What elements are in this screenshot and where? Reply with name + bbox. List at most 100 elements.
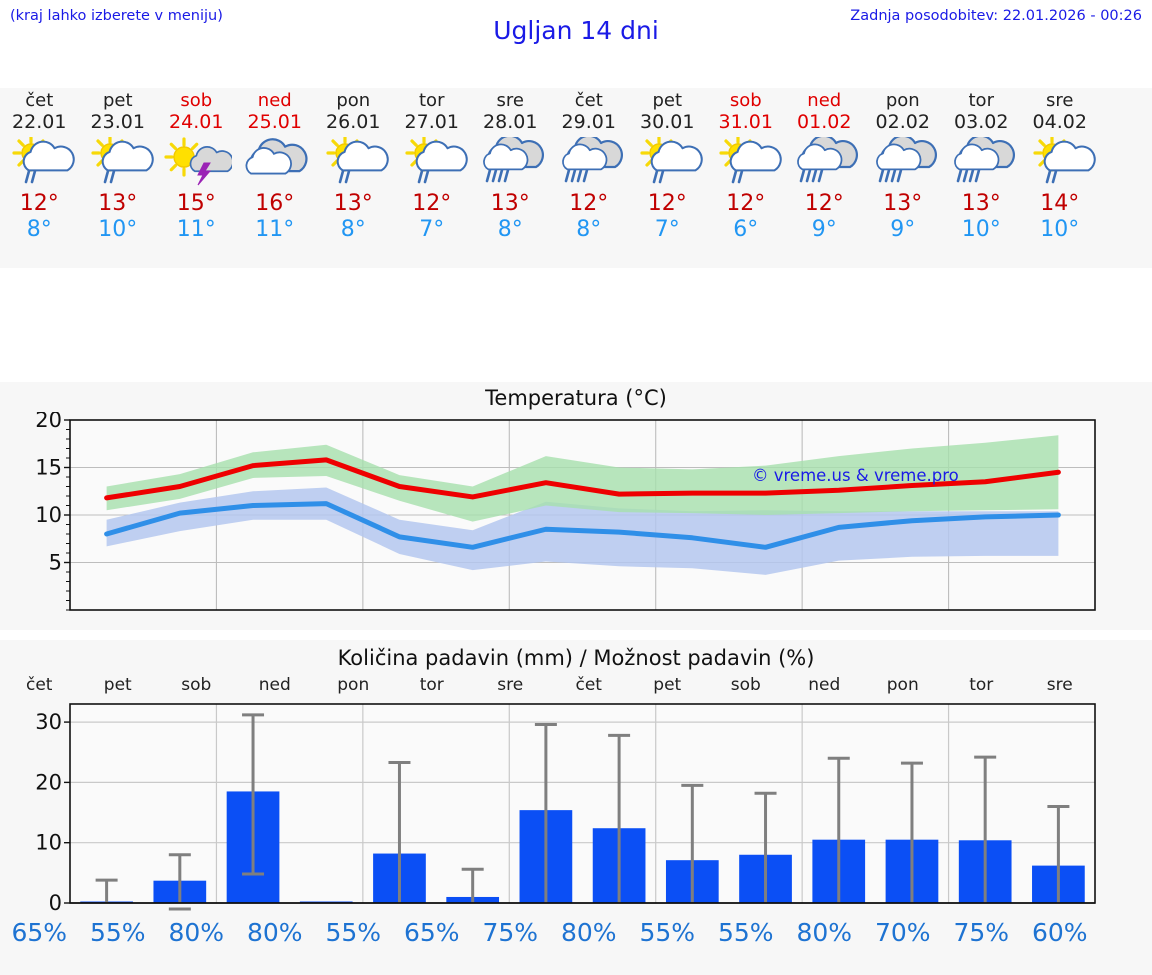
svg-text:10: 10 [35, 503, 62, 527]
precipitation-probability-label: 65% [11, 918, 68, 947]
day-max-temperature: 14° [1040, 191, 1080, 216]
precipitation-day-label: sob [730, 675, 761, 695]
precipitation-day-label: sob [181, 675, 212, 695]
precipitation-day-label: pon [337, 675, 370, 695]
day-min-temperature: 10° [98, 217, 138, 242]
day-max-temperature: 12° [19, 191, 59, 216]
temperature-chart-title: Temperatura (°C) [485, 386, 667, 410]
day-of-week-label: čet [25, 90, 54, 111]
sun-cloud-rain-icon [1024, 137, 1096, 189]
forecast-day-column: pon 26.01 13° 8° [314, 88, 393, 268]
forecast-day-column: ned 01.02 12° 9° [785, 88, 864, 268]
day-of-week-label: pet [102, 90, 133, 111]
precipitation-probability-label: 55% [639, 918, 696, 947]
watermark-text: © vreme.us & vreme.pro [752, 466, 959, 485]
forecast-day-column: pet 30.01 12° 7° [628, 88, 707, 268]
precipitation-day-label: sre [497, 675, 524, 695]
precipitation-plot: 0 10 20 30 [0, 698, 1152, 918]
precipitation-probability-label: 80% [246, 918, 303, 947]
day-date-label: 01.02 [797, 111, 852, 133]
precipitation-chart-title: Količina padavin (mm) / Možnost padavin … [337, 646, 815, 670]
day-date-label: 25.01 [247, 111, 302, 133]
precipitation-probability-label: 75% [953, 918, 1010, 947]
sun-cloud-rain-icon [82, 137, 154, 189]
day-date-label: 04.02 [1032, 111, 1087, 133]
forecast-day-column: tor 27.01 12° 7° [393, 88, 472, 268]
precipitation-day-label: sre [1046, 675, 1073, 695]
day-date-label: 02.02 [875, 111, 930, 133]
sun-cloud-rain-icon [631, 137, 703, 189]
last-update-text: Zadnja posodobitev: 22.01.2026 - 00:26 [850, 8, 1142, 24]
precipitation-probability-label: 70% [874, 918, 931, 947]
cloud-rain-icon [867, 137, 939, 189]
day-min-temperature: 10° [1040, 217, 1080, 242]
day-min-temperature: 8° [26, 217, 52, 242]
day-date-label: 28.01 [483, 111, 538, 133]
day-date-label: 03.02 [954, 111, 1009, 133]
precipitation-day-label: ned [258, 675, 291, 695]
day-of-week-label: pon [336, 90, 371, 111]
cloud-rain-icon [945, 137, 1017, 189]
precipitation-probability-label: 60% [1031, 918, 1088, 947]
sun-cloud-rain-icon [317, 137, 389, 189]
forecast-day-column: pet 23.01 13° 10° [79, 88, 158, 268]
precipitation-probability-label: 80% [796, 918, 853, 947]
day-max-temperature: 12° [804, 191, 844, 216]
page-header: (kraj lahko izberete v meniju) Ugljan 14… [0, 0, 1152, 56]
precipitation-day-label: čet [575, 675, 602, 695]
day-min-temperature: 11° [255, 217, 295, 242]
day-of-week-label: pet [652, 90, 683, 111]
day-max-temperature: 13° [490, 191, 530, 216]
day-max-temperature: 13° [98, 191, 138, 216]
precipitation-probability-label: 80% [168, 918, 225, 947]
day-of-week-label: sre [1046, 90, 1074, 111]
forecast-day-column: sre 04.02 14° 10° [1021, 88, 1100, 268]
day-date-label: 26.01 [326, 111, 381, 133]
forecast-day-column: čet 22.01 12° 8° [0, 88, 79, 268]
sun-cloud-rain-icon [710, 137, 782, 189]
day-min-temperature: 11° [176, 217, 216, 242]
day-min-temperature: 6° [733, 217, 759, 242]
day-max-temperature: 12° [569, 191, 609, 216]
day-min-temperature: 7° [419, 217, 445, 242]
precipitation-probability-label: 55% [325, 918, 382, 947]
day-min-temperature: 9° [890, 217, 916, 242]
forecast-day-column: ned 25.01 16° 11° [236, 88, 315, 268]
temperature-chart-panel: Temperatura (°C) 5 10 15 20 [0, 382, 1152, 630]
temperature-plot: 5 10 15 20 [0, 412, 1152, 630]
day-of-week-label: ned [807, 90, 842, 111]
precipitation-chart-panel: Količina padavin (mm) / Možnost padavin … [0, 640, 1152, 975]
precipitation-day-label: pet [103, 675, 132, 695]
day-max-temperature: 13° [333, 191, 373, 216]
precipitation-day-label: pon [886, 675, 919, 695]
sun-cloud-rain-icon [396, 137, 468, 189]
day-max-temperature: 12° [412, 191, 452, 216]
day-max-temperature: 16° [255, 191, 295, 216]
precipitation-day-label: pet [653, 675, 682, 695]
precipitation-day-labels: čet pet sob ned pon tor sre čet pet sob ned pon tor s… [0, 675, 1152, 699]
sun-cloud-rain-icon [3, 137, 75, 189]
day-max-temperature: 13° [961, 191, 1001, 216]
forecast-day-column: pon 02.02 13° 9° [864, 88, 943, 268]
day-date-label: 29.01 [561, 111, 616, 133]
precipitation-probability-label: 55% [717, 918, 774, 947]
precipitation-probability-label: 65% [403, 918, 460, 947]
day-of-week-label: ned [257, 90, 292, 111]
day-min-temperature: 8° [576, 217, 602, 242]
cloud-rain-icon [788, 137, 860, 189]
svg-text:20: 20 [35, 770, 62, 794]
cloud-rain-icon [553, 137, 625, 189]
forecast-day-column: čet 29.01 12° 8° [550, 88, 629, 268]
day-of-week-label: tor [419, 90, 445, 111]
forecast-day-column: sob 31.01 12° 6° [707, 88, 786, 268]
svg-text:5: 5 [49, 551, 62, 575]
precipitation-day-label: tor [419, 675, 444, 695]
day-of-week-label: sob [180, 90, 213, 111]
svg-text:20: 20 [35, 412, 62, 432]
day-date-label: 27.01 [404, 111, 459, 133]
precipitation-probability-label: 75% [482, 918, 539, 947]
day-min-temperature: 8° [497, 217, 523, 242]
day-of-week-label: čet [574, 90, 603, 111]
day-min-temperature: 9° [811, 217, 837, 242]
precipitation-probability-label: 80% [560, 918, 617, 947]
